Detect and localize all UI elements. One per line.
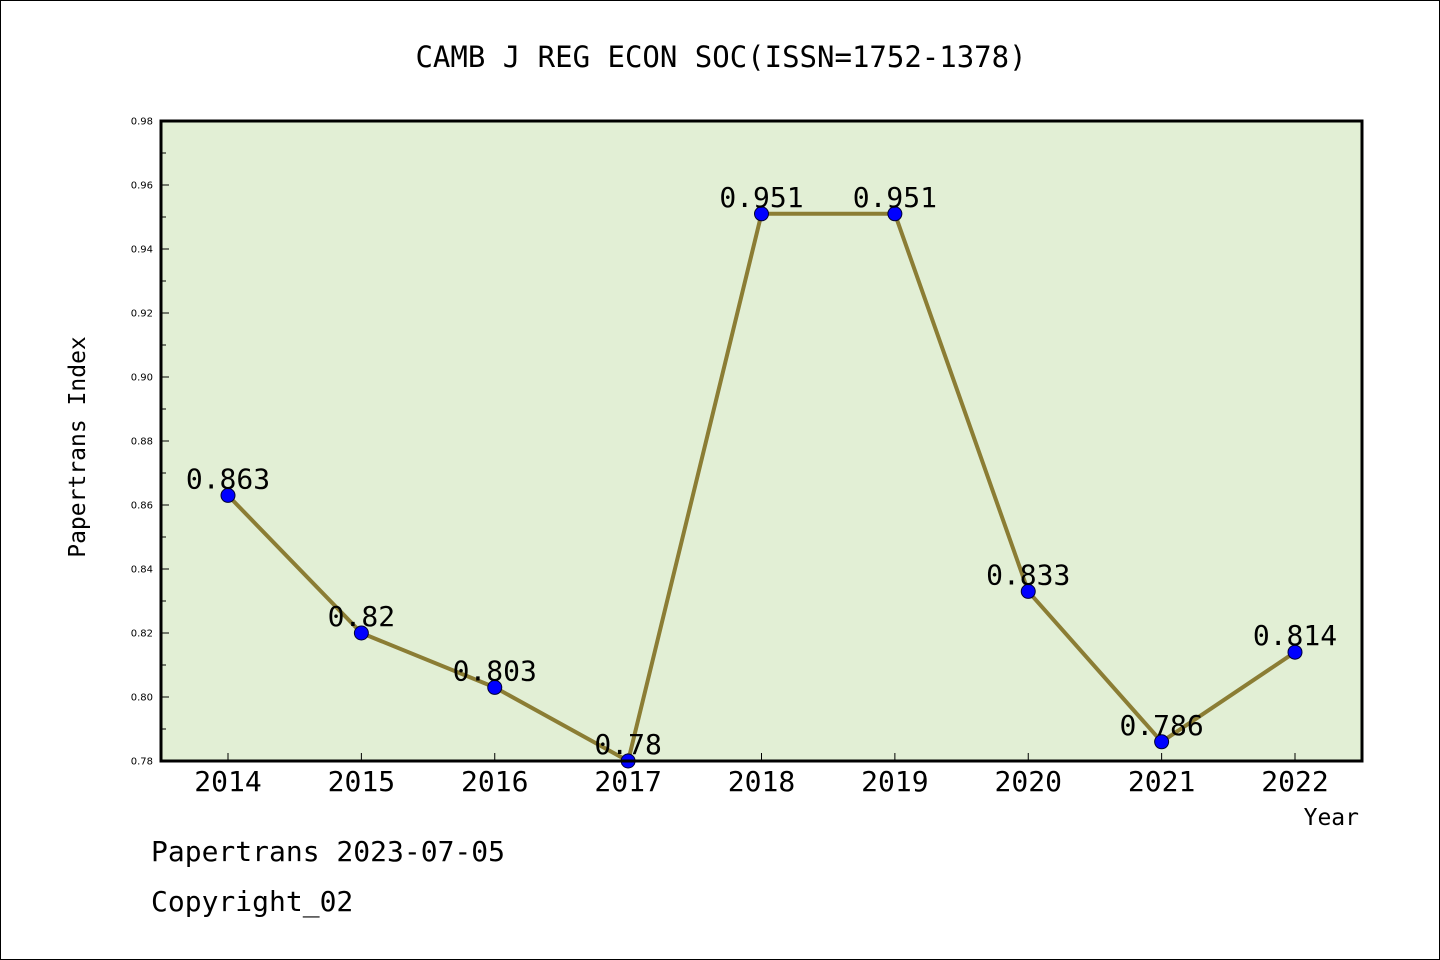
data-point: [220, 487, 236, 503]
footer-date: Papertrans 2023-07-05: [151, 835, 506, 868]
y-tick-label: 0.84: [131, 565, 153, 576]
data-point: [1154, 734, 1170, 750]
data-point: [353, 625, 369, 641]
x-tick-label: 2017: [594, 765, 661, 798]
data-point: [487, 679, 503, 695]
data-point: [1020, 583, 1036, 599]
data-label: 0.82: [328, 600, 395, 633]
y-tick-label: 0.82: [131, 629, 153, 640]
data-label: 0.803: [453, 654, 537, 687]
data-label: 0.951: [853, 181, 937, 214]
x-tick-label: 2022: [1261, 765, 1328, 798]
data-label: 0.78: [594, 728, 661, 761]
data-point: [754, 206, 769, 222]
y-tick-label: 0.88: [131, 437, 153, 448]
data-label: 0.951: [719, 181, 803, 214]
x-axis-label: Year: [1304, 805, 1359, 831]
data-label: 0.814: [1253, 619, 1337, 652]
data-point: [887, 206, 903, 222]
x-tick-label: 2020: [995, 765, 1062, 798]
x-tick-label: 2019: [861, 765, 928, 798]
footer-copyright: Copyright_02: [151, 885, 354, 918]
plot-area: [161, 121, 1362, 761]
y-tick-label: 0.94: [131, 245, 153, 256]
y-tick-label: 0.86: [131, 501, 153, 512]
chart-title: CAMB J REG ECON SOC(ISSN=1752-1378): [415, 40, 1026, 74]
y-tick-label: 0.80: [131, 693, 153, 704]
data-label: 0.786: [1119, 709, 1203, 742]
x-axis: 2014 2015 2016 2017 2018 2019 2020 2021 2022: [194, 753, 1329, 798]
data-points: [220, 206, 1303, 769]
y-tick-label: 0.90: [131, 373, 153, 384]
x-tick-label: 2018: [728, 765, 795, 798]
x-tick-label: 2014: [194, 765, 261, 798]
x-tick-label: 2021: [1128, 765, 1195, 798]
y-tick-label: 0.78: [131, 757, 153, 768]
plot-border: [159, 119, 1364, 763]
x-tick-label: 2015: [328, 765, 395, 798]
data-labels: 0.863 0.82 0.803 0.78 0.951 0.951 0.833 0.786 0.…: [186, 181, 1337, 761]
x-tick-label: 2016: [461, 765, 528, 798]
y-tick-label: 0.92: [131, 309, 153, 320]
y-tick-label: 0.96: [131, 181, 153, 192]
data-label: 0.833: [986, 558, 1070, 591]
y-tick-label: 0.98: [131, 117, 153, 128]
data-label: 0.863: [186, 462, 270, 495]
data-point: [1287, 644, 1303, 660]
y-axis-label: Papertrans Index: [65, 336, 91, 558]
